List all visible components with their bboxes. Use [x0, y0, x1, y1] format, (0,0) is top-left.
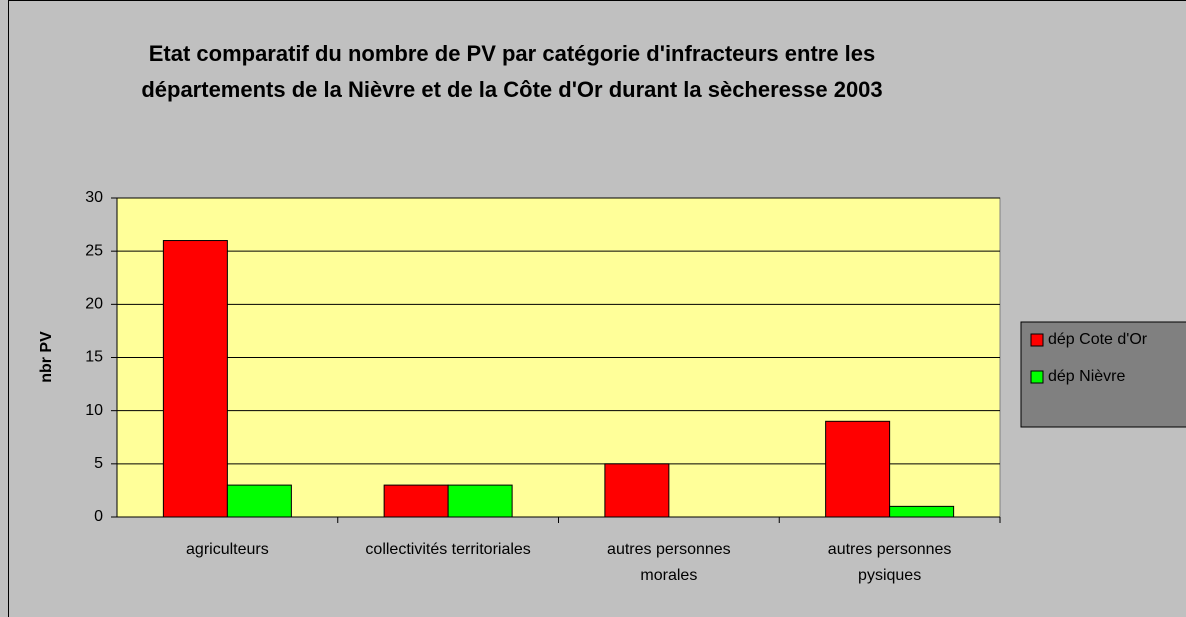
legend-label: dép Cote d'Or	[1048, 331, 1148, 348]
bar	[226, 484, 292, 518]
legend-swatch	[1030, 370, 1044, 384]
chart-title: Etat comparatif du nombre de PV par caté…	[141, 41, 883, 102]
legend-box	[1020, 321, 1186, 428]
y-tick-label: 20	[85, 296, 103, 313]
y-tick-label: 25	[85, 242, 103, 259]
bar	[447, 484, 513, 518]
legend-label: dép Nièvre	[1048, 368, 1125, 385]
bar	[889, 505, 955, 518]
y-tick-label: 30	[85, 189, 103, 206]
y-tick-label: 5	[94, 455, 103, 472]
x-tick-label: collectivités territoriales	[365, 541, 531, 558]
x-tick-label: autres personnes pysiques	[827, 541, 952, 584]
bar	[604, 463, 670, 518]
y-tick-label: 0	[94, 508, 103, 525]
legend-swatch	[1030, 333, 1044, 347]
y-axis-label: nbr PV	[38, 331, 55, 383]
x-tick-label: autres personnes morales	[607, 541, 731, 584]
bar	[162, 240, 228, 518]
x-tick-label: agriculteurs	[186, 541, 269, 558]
y-tick-label: 10	[85, 402, 103, 419]
bar	[825, 420, 891, 518]
bar	[383, 484, 449, 518]
y-tick-label: 15	[85, 349, 103, 366]
